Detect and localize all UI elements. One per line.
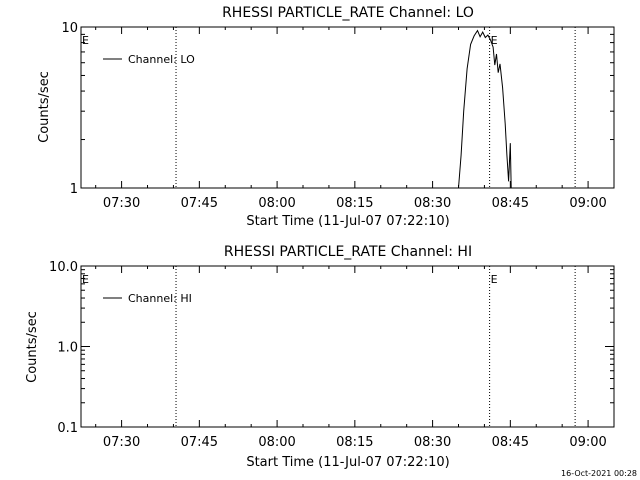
x-tick-label: 08:45 <box>492 435 529 450</box>
chart-title-hi: RHESSI PARTICLE_RATE Channel: HI <box>224 244 472 260</box>
y-ticks-lo: 10 1 <box>61 21 614 197</box>
x-tick-label: 08:00 <box>258 435 295 450</box>
time-markers-lo <box>175 27 576 188</box>
x-axis-label-lo: Start Time (11-Jul-07 07:22:10) <box>246 214 449 229</box>
series-line <box>458 29 512 189</box>
e-marker-label: E <box>491 273 498 286</box>
y-axis-label-lo: Counts/sec <box>37 71 52 143</box>
x-tick-label: 07:30 <box>103 435 140 450</box>
x-tick-label: 08:30 <box>414 196 451 211</box>
y-axis-label-hi: Counts/sec <box>25 311 40 383</box>
plot-frame-hi <box>80 265 615 428</box>
x-tick-label: 09:00 <box>569 435 606 450</box>
x-tick-label: 07:30 <box>103 196 140 211</box>
x-tick-label: 08:15 <box>336 435 373 450</box>
x-tick-label: 08:30 <box>414 435 451 450</box>
e-marker-label: E <box>82 273 89 286</box>
x-tick-label: 07:45 <box>181 435 218 450</box>
x-tick-label: 08:00 <box>258 196 295 211</box>
time-markers-hi <box>175 266 576 427</box>
legend-label-hi: Channel: HI <box>128 292 192 305</box>
y-tick-label: 1.0 <box>57 341 78 356</box>
plot-frame-lo <box>80 26 615 189</box>
y-tick-label: 10.0 <box>49 260 78 275</box>
x-tick-label: 09:00 <box>569 196 606 211</box>
x-tick-label: 08:45 <box>492 196 529 211</box>
x-ticks-hi: 07:30 07:45 08:00 08:15 08:30 08:45 09:00 <box>95 266 615 450</box>
x-tick-label: 07:45 <box>181 196 218 211</box>
y-tick-label: 0.1 <box>57 421 78 436</box>
series-lo <box>458 29 512 189</box>
x-axis-label-hi: Start Time (11-Jul-07 07:22:10) <box>246 455 449 470</box>
footer-timestamp: 16-Oct-2021 00:28 <box>561 469 637 478</box>
e-marker-label: E <box>491 34 498 47</box>
y-tick-label: 10 <box>61 21 78 36</box>
panel-lo: RHESSI PARTICLE_RATE Channel: LO 07:30 07… <box>37 5 615 229</box>
legend-label-lo: Channel: LO <box>128 53 195 66</box>
x-tick-label: 08:15 <box>336 196 373 211</box>
x-ticks-lo: 07:30 07:45 08:00 08:15 08:30 08:45 09:00 <box>95 27 615 211</box>
y-tick-label: 1 <box>70 182 78 197</box>
e-marker-label: E <box>82 34 89 47</box>
panel-hi: RHESSI PARTICLE_RATE Channel: HI 07:30 07… <box>25 244 615 470</box>
chart-title-lo: RHESSI PARTICLE_RATE Channel: LO <box>222 5 474 21</box>
y-ticks-hi: 10.0 1.0 0.1 <box>49 260 614 436</box>
